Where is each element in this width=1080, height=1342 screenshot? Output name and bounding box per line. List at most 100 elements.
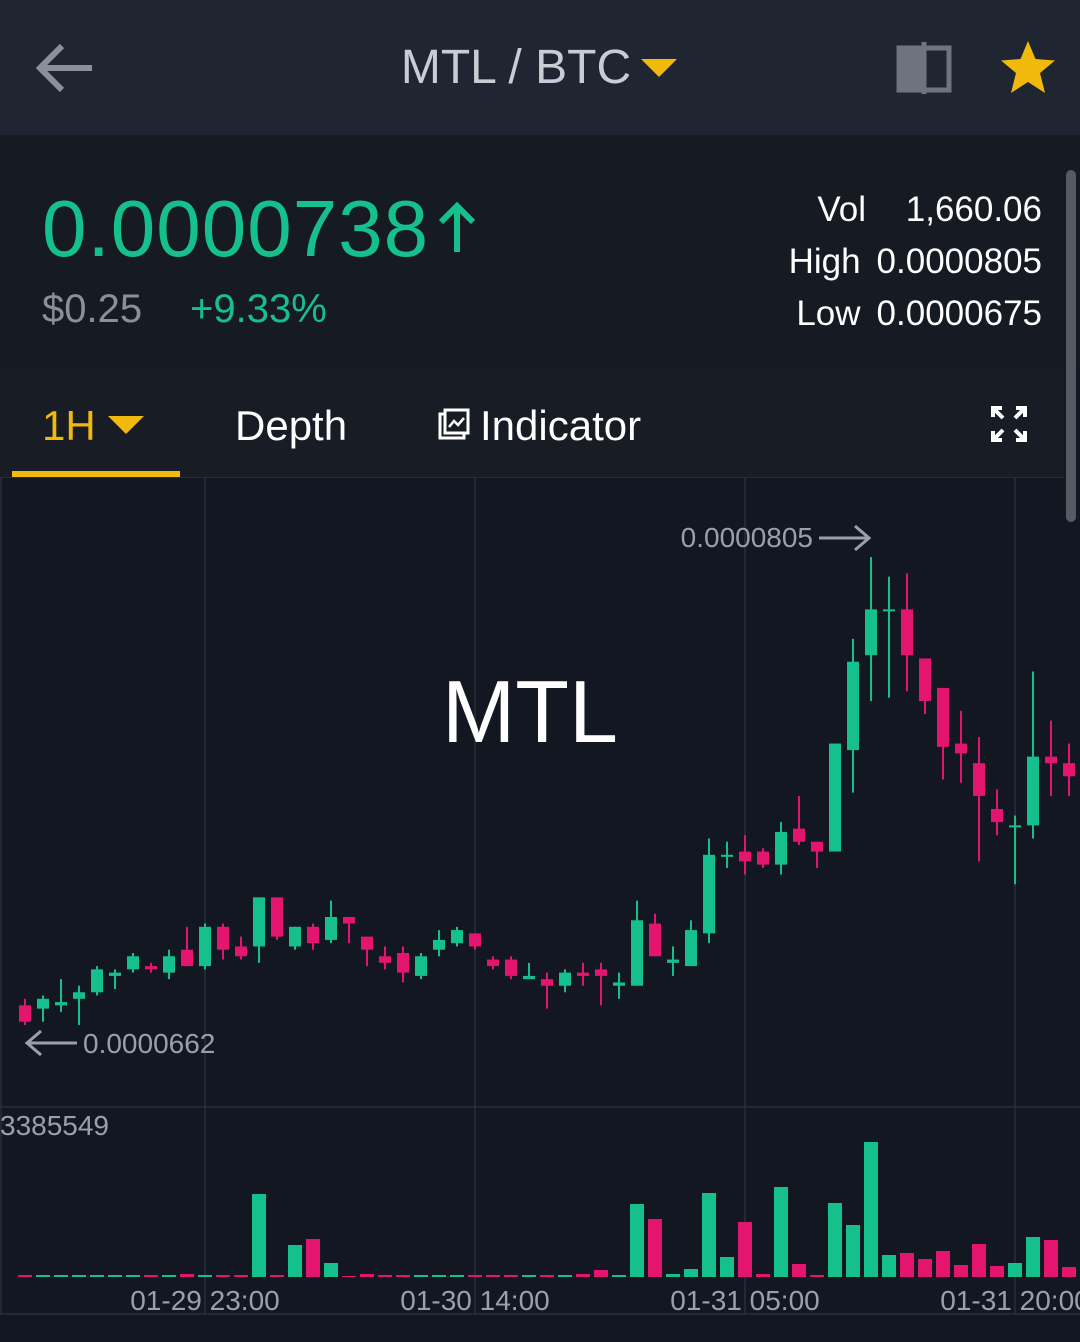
volume-bar [828, 1202, 842, 1277]
volume-bar [198, 1275, 212, 1277]
candle-body [415, 956, 427, 976]
stat-row: Vol 1,660.06 [789, 190, 1042, 242]
candle-body [451, 930, 463, 944]
volume-bar [666, 1274, 680, 1277]
volume-bar [162, 1275, 176, 1277]
volume-bar [972, 1243, 986, 1277]
volume-bar [810, 1275, 824, 1277]
top-bar: MTL / BTC [0, 0, 1080, 135]
candlestick-chart: 01-29 23:00 01-30 14:00 01-31 05:00 01-31 2… [0, 478, 1080, 1316]
volume-bar [1026, 1237, 1040, 1277]
volume-bar [468, 1275, 482, 1277]
volume-bar [1044, 1239, 1058, 1277]
volume-bar [18, 1275, 32, 1277]
candle-body [1045, 756, 1057, 764]
candle-body [901, 609, 913, 656]
candle-body [361, 936, 373, 950]
candle-body [883, 609, 895, 612]
max-price-label: 0.0000805 [681, 522, 813, 553]
volume-bar [306, 1238, 320, 1277]
candle-body [757, 851, 769, 865]
x-tick-label: 01-31 20:00 [940, 1285, 1080, 1316]
change-percent: +9.33% [190, 287, 327, 331]
candle-body [73, 992, 85, 999]
volume-bar [594, 1269, 608, 1277]
volume-bar [396, 1275, 410, 1277]
stats: Vol 1,660.06 High 0.0000805 Low 0.0000675 [789, 190, 1042, 346]
compare-icon[interactable] [895, 40, 955, 96]
candle-body [685, 930, 697, 967]
tab-bar: 1H Depth Indicator [0, 367, 1064, 478]
volume-bar [738, 1222, 752, 1277]
candle-body [55, 1002, 67, 1006]
candle-body [721, 854, 733, 857]
fullscreen-icon[interactable] [990, 405, 1028, 443]
candle-body [181, 949, 193, 967]
volume-bar [108, 1275, 122, 1277]
stat-label: Vol [817, 190, 866, 229]
candle-body [505, 959, 517, 976]
dropdown-icon [107, 416, 144, 434]
back-button[interactable] [34, 40, 96, 96]
volume-bar [540, 1275, 554, 1277]
candle-body [433, 939, 445, 950]
volume-bar [414, 1275, 428, 1277]
candle-body [523, 975, 535, 980]
candle-body [271, 897, 283, 937]
volume-bar [864, 1142, 878, 1277]
fiat-price: $0.25 [42, 287, 143, 331]
active-tab-indicator [12, 471, 180, 477]
candle-body [703, 854, 715, 934]
volume-bar [252, 1194, 266, 1277]
volume-bar [774, 1187, 788, 1277]
interval-tab[interactable]: 1H [42, 402, 146, 450]
indicator-tab[interactable]: Indicator [438, 402, 641, 450]
volume-bar [144, 1275, 158, 1277]
volume-bar [702, 1192, 716, 1277]
stat-label: Low [796, 294, 861, 333]
candle-body [235, 946, 247, 957]
candle-body [307, 926, 319, 944]
candle-body [631, 920, 643, 986]
volume-bar [180, 1274, 194, 1277]
candle-body [91, 969, 103, 993]
candle-body [253, 897, 265, 947]
volume-bar [504, 1275, 518, 1277]
volume-bar [612, 1275, 626, 1277]
candle-body [541, 979, 553, 986]
volume-bar [990, 1265, 1004, 1277]
volume-bar [432, 1275, 446, 1277]
candle-body [775, 831, 787, 865]
scrollbar[interactable] [1066, 170, 1076, 522]
candle-body [487, 959, 499, 967]
volume-bar [558, 1275, 572, 1277]
candle-body [577, 972, 589, 976]
pair-name: MTL / BTC [400, 41, 632, 94]
volume-bar [936, 1251, 950, 1277]
min-arrow [24, 1029, 77, 1057]
ticker-panel: 0.0000738 $0.25 +9.33% Vol 1,660.06 High 0.… [0, 135, 1080, 367]
depth-tab[interactable]: Depth [235, 402, 348, 449]
candle-body [469, 933, 481, 947]
volume-bar [522, 1275, 536, 1277]
volume-bar [756, 1274, 770, 1277]
candle-body [379, 956, 391, 963]
favorite-star[interactable] [998, 38, 1058, 98]
candle-body [811, 841, 823, 852]
candle-body [1027, 756, 1039, 826]
candle-body [217, 926, 229, 950]
candle-body [793, 828, 805, 842]
indicator-icon [438, 408, 470, 440]
volume-bar [234, 1275, 248, 1277]
volume-bar [630, 1203, 644, 1277]
volume-bar [54, 1275, 68, 1277]
candle-body [847, 661, 859, 751]
candle-body [829, 743, 841, 852]
candle-body [1063, 763, 1075, 777]
volume-bar [684, 1269, 698, 1277]
stat-value: 0.0000805 [876, 242, 1042, 281]
candle-body [289, 926, 301, 947]
pair-title[interactable]: MTL / BTC [0, 40, 1080, 95]
candle-body [991, 809, 1003, 823]
stat-label: High [788, 242, 861, 281]
